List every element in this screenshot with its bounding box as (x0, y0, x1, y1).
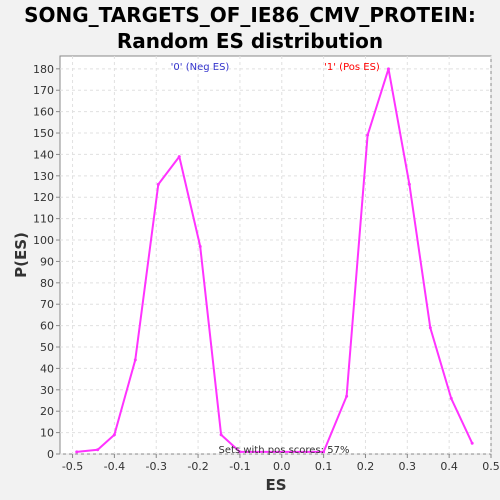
x-axis-label: ES (265, 476, 286, 494)
grid (60, 56, 492, 455)
data-point (449, 396, 453, 400)
y-tick-label: 30 (40, 384, 54, 397)
y-tick-label: 160 (33, 106, 54, 119)
chart-title: SONG_TARGETS_OF_IE86_CMV_PROTEIN: Random… (0, 2, 500, 54)
data-point (322, 450, 326, 454)
data-point (96, 448, 100, 452)
x-tick-label: -0.2 (187, 460, 208, 473)
x-tick-label: 0.1 (315, 460, 333, 473)
x-tick-label: 0.4 (440, 460, 458, 473)
x-tick-label: -0.5 (62, 460, 83, 473)
series-layer (75, 67, 474, 454)
y-axis-label: P(ES) (12, 232, 30, 278)
data-point (238, 450, 242, 454)
y-tick-label: 20 (40, 405, 54, 418)
data-point (366, 133, 370, 137)
data-point (219, 433, 223, 437)
y-tick-label: 110 (33, 213, 54, 226)
y-tick-label: 10 (40, 427, 54, 440)
data-point (112, 433, 116, 437)
data-point (345, 394, 349, 398)
annotation-pos-scores: Sets with pos scores: 57% (219, 445, 350, 456)
data-point (133, 358, 137, 362)
chart-title-line-1: SONG_TARGETS_OF_IE86_CMV_PROTEIN: (24, 3, 476, 27)
y-tick-label: 150 (33, 127, 54, 140)
data-point (428, 326, 432, 330)
x-tick-label: 0.0 (273, 460, 291, 473)
data-point (177, 155, 181, 159)
data-point (386, 67, 390, 71)
data-point (407, 182, 411, 186)
data-point (75, 450, 79, 454)
x-tick-label: 0.5 (482, 460, 500, 473)
axes: 0 10 20 30 40 50 60 70 80 90 100 110 120 130 140 150 160… (33, 63, 500, 473)
data-point (470, 441, 474, 445)
y-tick-label: 180 (33, 63, 54, 76)
y-tick-label: 60 (40, 320, 54, 333)
y-tick-label: 100 (33, 234, 54, 247)
chart-title-line-2: Random ES distribution (116, 29, 384, 53)
y-tick-label: 140 (33, 148, 54, 161)
y-tick-label: 90 (40, 255, 54, 268)
annotation-neg-es: '0' (Neg ES) (171, 62, 230, 73)
x-tick-label: 0.3 (399, 460, 417, 473)
y-tick-label: 0 (47, 448, 54, 461)
data-point (198, 244, 202, 248)
x-tick-label: -0.3 (146, 460, 167, 473)
x-tick-label: -0.1 (229, 460, 250, 473)
y-tick-label: 120 (33, 191, 54, 204)
y-tick-label: 130 (33, 170, 54, 183)
y-tick-label: 80 (40, 277, 54, 290)
annotation-pos-es: '1' (Pos ES) (324, 62, 380, 73)
data-point (156, 182, 160, 186)
y-tick-label: 40 (40, 362, 54, 375)
x-tick-label: 0.2 (357, 460, 375, 473)
y-tick-label: 70 (40, 298, 54, 311)
y-tick-label: 170 (33, 84, 54, 97)
x-tick-label: -0.4 (104, 460, 125, 473)
y-tick-label: 50 (40, 341, 54, 354)
